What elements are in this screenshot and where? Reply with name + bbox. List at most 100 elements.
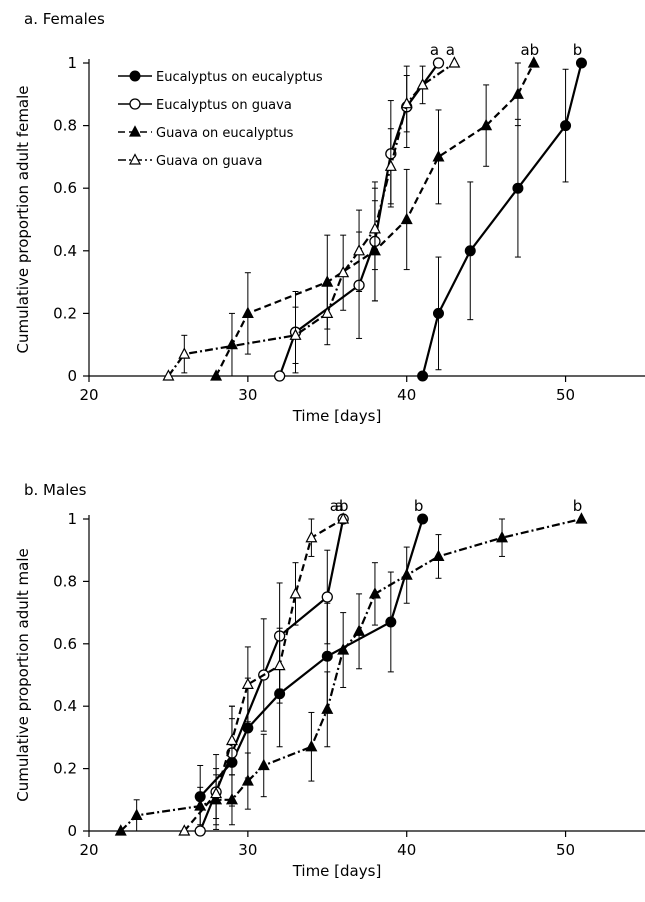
group-letter: b — [573, 497, 583, 515]
data-point — [273, 370, 286, 382]
y-tick-label: 1 — [67, 54, 77, 72]
legend-marker — [129, 153, 141, 165]
x-tick-label: 20 — [79, 386, 98, 404]
data-point — [225, 793, 238, 805]
x-tick-label: 20 — [79, 841, 98, 859]
series-line — [199, 518, 345, 832]
series-line — [120, 517, 582, 832]
panel-females: a. Females 20 30 40 50 0 0.2 0.4 0.6 0.8 1 Time [da… — [14, 10, 645, 425]
series-guava-on-guava: a — [178, 497, 350, 836]
panel-title: b. Males — [24, 481, 87, 499]
data-point — [130, 808, 143, 821]
data-point — [194, 825, 206, 837]
data-point — [321, 650, 333, 662]
group-letter: a — [430, 41, 439, 59]
data-point — [432, 57, 445, 69]
data-point — [527, 56, 540, 68]
data-point — [432, 150, 445, 162]
data-point — [511, 87, 524, 99]
data-point — [464, 245, 476, 257]
group-letter: a — [335, 497, 344, 515]
data-point — [480, 118, 493, 131]
y-tick-label: 1 — [67, 510, 77, 528]
group-letter: b — [414, 497, 424, 515]
data-point — [417, 370, 429, 382]
data-point — [417, 513, 429, 525]
x-tick-label: 50 — [556, 841, 575, 859]
data-point — [178, 824, 191, 836]
legend-label: Guava on eucalyptus — [156, 126, 294, 141]
data-point — [178, 347, 191, 359]
data-point — [400, 96, 413, 109]
data-point — [448, 56, 461, 68]
data-point — [337, 643, 350, 655]
data-point — [432, 307, 444, 319]
data-point — [416, 78, 429, 90]
data-point — [305, 530, 318, 543]
y-tick-label: 0.8 — [53, 117, 77, 135]
data-point — [560, 120, 572, 132]
data-point — [384, 159, 397, 171]
data-point — [400, 212, 413, 225]
legend-marker — [129, 98, 141, 110]
group-letter: ab — [520, 41, 539, 59]
data-point — [289, 328, 302, 340]
data-point — [432, 549, 445, 562]
group-letter: b — [573, 41, 583, 59]
x-tick-label: 40 — [397, 386, 416, 404]
x-tick-label: 30 — [238, 386, 257, 404]
x-axis-title: Time [days] — [292, 407, 382, 425]
data-point — [368, 587, 381, 599]
y-tick-label: 0 — [67, 822, 77, 840]
series-line — [183, 518, 344, 832]
data-point — [241, 306, 254, 318]
data-point — [496, 530, 509, 543]
x-axis-title: Time [days] — [292, 862, 382, 880]
legend-marker — [129, 70, 141, 82]
legend-label: Eucalyptus on guava — [156, 98, 292, 113]
data-point — [194, 799, 207, 811]
legend-label: Eucalyptus on eucalyptus — [156, 70, 323, 85]
group-letter: a — [446, 41, 455, 59]
data-point — [575, 57, 587, 69]
series-guava-on-eucalyptus: b — [114, 497, 588, 836]
legend-label: Guava on guava — [156, 154, 263, 169]
data-point — [273, 658, 286, 671]
series-line — [215, 62, 535, 377]
data-point — [305, 739, 318, 752]
series-guava-on-guava: a — [162, 41, 461, 381]
group-letter: ab — [330, 497, 349, 515]
x-tick-label: 40 — [397, 841, 416, 859]
data-point — [512, 182, 524, 194]
data-point — [337, 265, 350, 278]
data-point — [575, 512, 588, 524]
data-point — [210, 369, 223, 381]
series-line — [167, 62, 455, 377]
data-point — [321, 702, 334, 714]
data-point — [400, 568, 413, 580]
series-eucalyptus-on-eucalyptus: b — [417, 41, 587, 382]
y-tick-label: 0.2 — [53, 760, 77, 778]
y-tick-label: 0.6 — [53, 179, 77, 197]
data-point — [241, 677, 254, 689]
y-axis-title: Cumulative proportion adult male — [14, 548, 32, 802]
data-point — [321, 306, 334, 318]
y-tick-label: 0.6 — [53, 635, 77, 653]
legend: Eucalyptus on eucalyptus Eucalyptus on gu… — [118, 70, 323, 169]
y-axis-title: Cumulative proportion adult female — [14, 85, 32, 353]
y-tick-label: 0.8 — [53, 572, 77, 590]
data-point — [114, 824, 127, 836]
data-point — [368, 222, 381, 234]
y-tick-label: 0.4 — [53, 697, 77, 715]
data-point — [321, 591, 333, 603]
data-point — [353, 624, 366, 636]
data-point — [241, 774, 254, 786]
data-point — [353, 244, 366, 256]
legend-marker — [129, 125, 141, 137]
x-tick-label: 50 — [556, 386, 575, 404]
y-tick-label: 0 — [67, 367, 77, 385]
series-line — [421, 62, 583, 377]
data-point — [162, 369, 175, 381]
panel-title: a. Females — [24, 10, 105, 28]
